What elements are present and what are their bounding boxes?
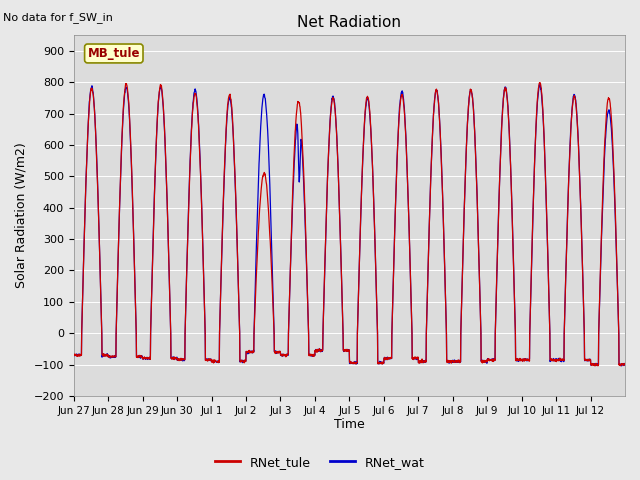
Text: No data for f_SW_in: No data for f_SW_in <box>3 12 113 23</box>
X-axis label: Time: Time <box>334 419 365 432</box>
Text: MB_tule: MB_tule <box>88 47 140 60</box>
Y-axis label: Solar Radiation (W/m2): Solar Radiation (W/m2) <box>15 143 28 288</box>
Legend: RNet_tule, RNet_wat: RNet_tule, RNet_wat <box>210 451 430 474</box>
Title: Net Radiation: Net Radiation <box>298 15 401 30</box>
